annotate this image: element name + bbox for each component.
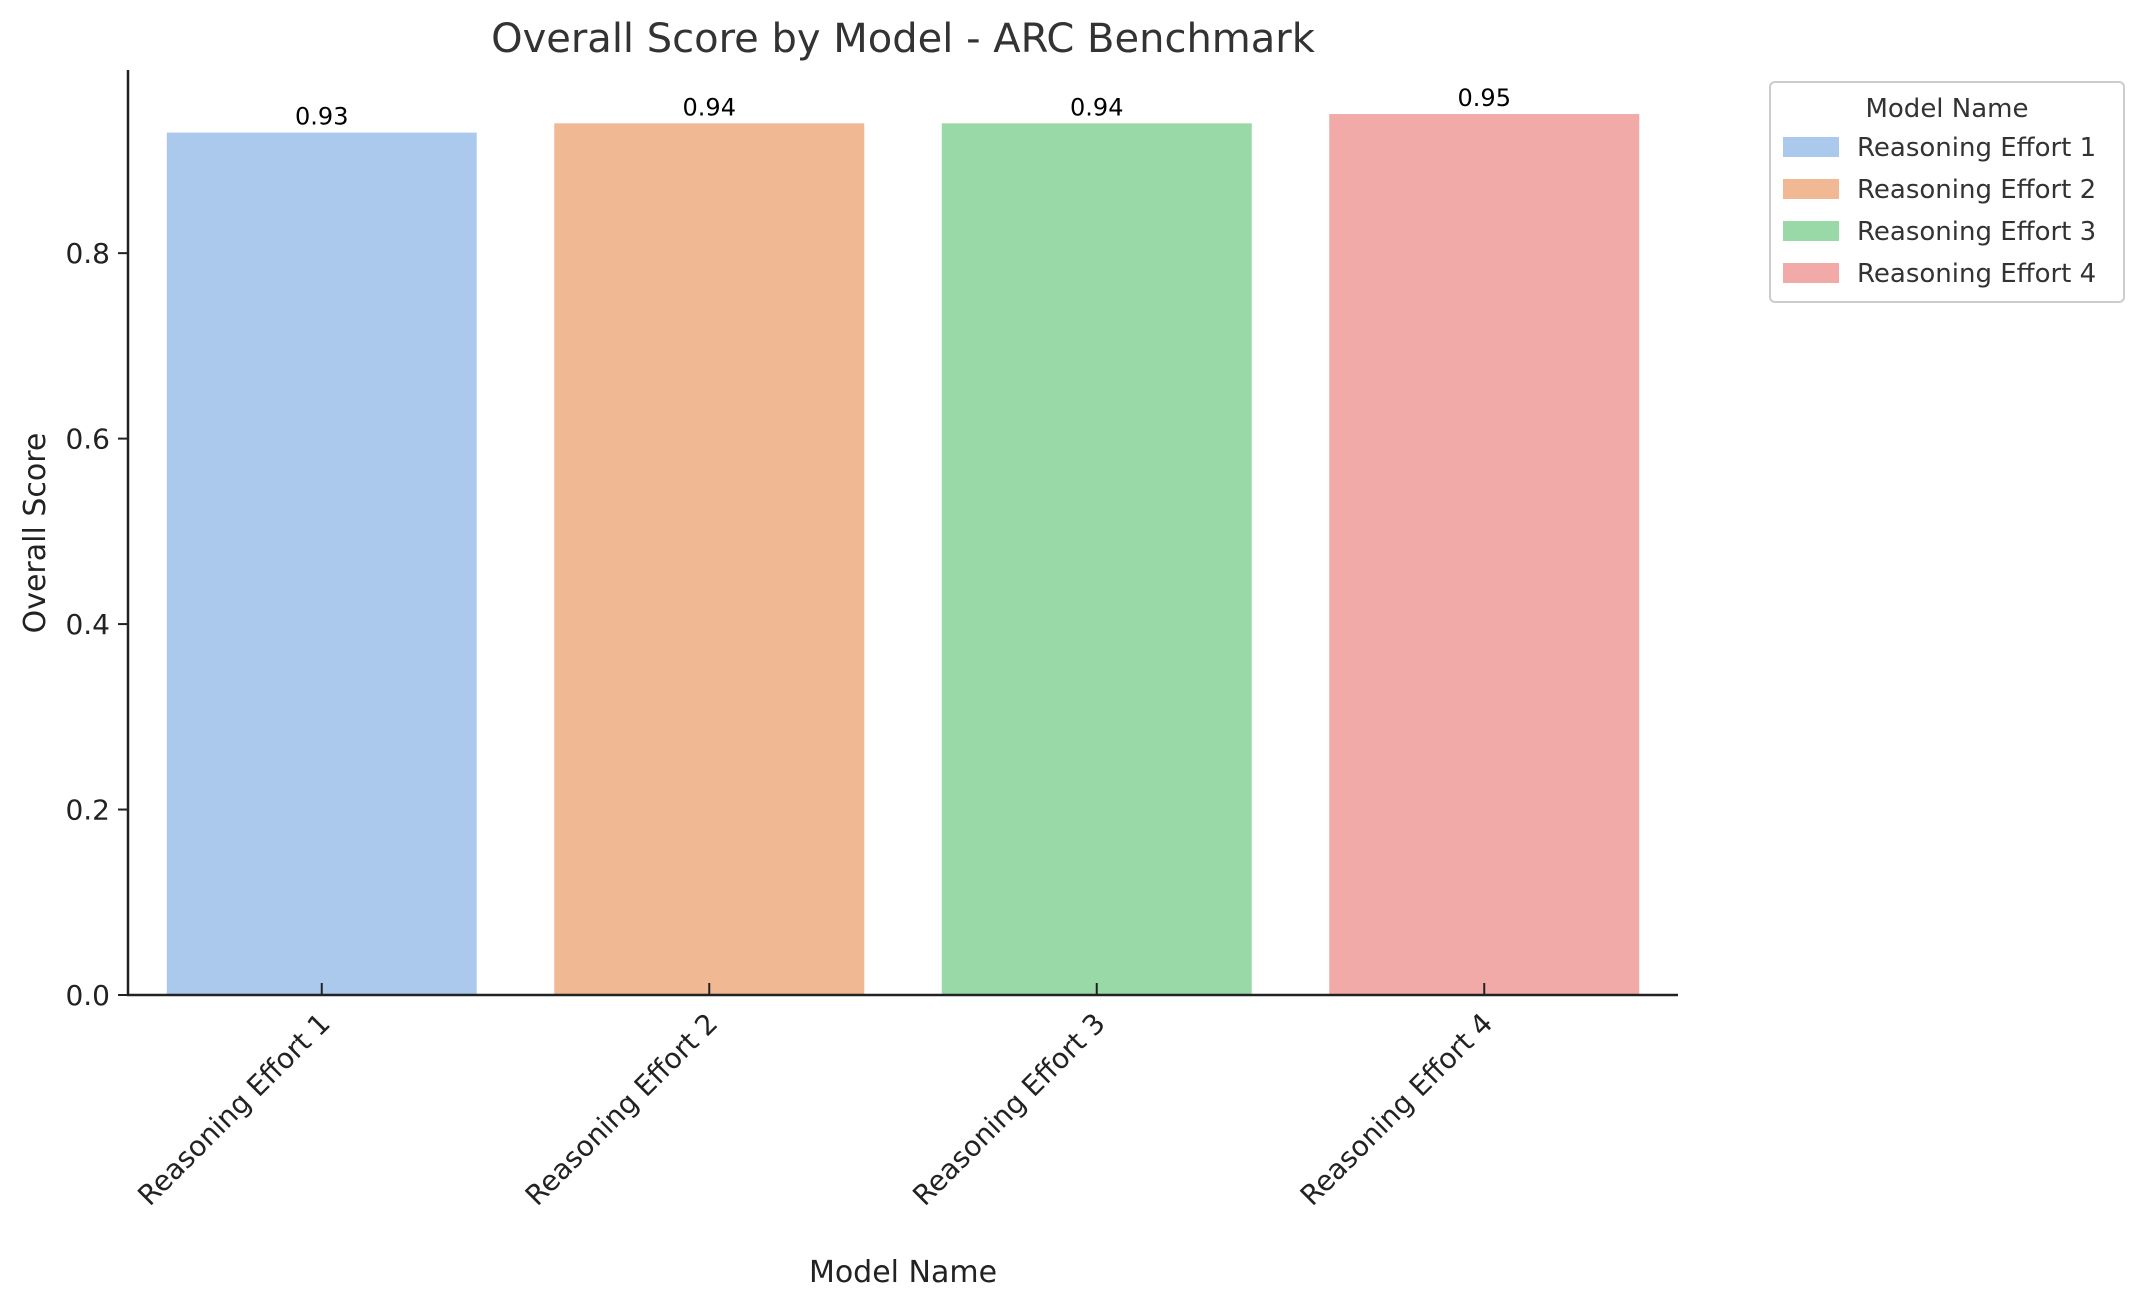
y-tick-label-3: 0.6 xyxy=(65,423,110,456)
bar-1 xyxy=(166,132,477,995)
data-label-2: 0.94 xyxy=(683,93,736,121)
legend-frame xyxy=(1769,81,2125,303)
legend-swatch-4 xyxy=(1783,263,1839,283)
data-label-3: 0.94 xyxy=(1070,93,1123,121)
x-axis-label: Model Name xyxy=(809,1255,997,1290)
plot-area: 0.93 0.94 0.94 0.95 xyxy=(166,84,1640,996)
data-label-1: 0.93 xyxy=(295,103,348,131)
y-tick-label-4: 0.8 xyxy=(65,237,110,270)
legend-entry-1: Reasoning Effort 1 xyxy=(1857,133,2096,163)
chart-title: Overall Score by Model - ARC Benchmark xyxy=(491,16,1316,62)
y-tick-label-0: 0.0 xyxy=(65,979,110,1012)
y-tick-label-1: 0.2 xyxy=(65,794,110,827)
x-tick-label-3: Reasoning Effort 3 xyxy=(906,1007,1111,1212)
x-tick-label-4: Reasoning Effort 4 xyxy=(1294,1007,1499,1212)
legend-swatch-1 xyxy=(1783,137,1839,157)
y-axis-label: Overall Score xyxy=(18,433,53,634)
legend-entry-2: Reasoning Effort 2 xyxy=(1857,175,2096,205)
legend-swatch-2 xyxy=(1783,179,1839,199)
x-tick-label-2: Reasoning Effort 2 xyxy=(519,1007,724,1212)
bar-4 xyxy=(1329,114,1640,996)
bar-3 xyxy=(941,123,1252,995)
x-tick-label-1: Reasoning Effort 1 xyxy=(131,1007,336,1212)
y-tick-label-2: 0.4 xyxy=(65,608,110,641)
legend-title: Model Name xyxy=(1865,94,2028,124)
y-axis-ticks: 0.0 0.2 0.4 0.6 0.8 xyxy=(65,237,128,1012)
legend-swatch-3 xyxy=(1783,221,1839,241)
legend-entry-3: Reasoning Effort 3 xyxy=(1857,217,2096,247)
legend-entries: Reasoning Effort 1 Reasoning Effort 2 Reas… xyxy=(1783,133,2096,289)
bar-2 xyxy=(554,123,865,995)
legend-entry-4: Reasoning Effort 4 xyxy=(1857,259,2096,289)
data-label-4: 0.95 xyxy=(1458,84,1511,112)
x-axis-ticks: Reasoning Effort 1 Reasoning Effort 2 Reas… xyxy=(131,983,1499,1212)
